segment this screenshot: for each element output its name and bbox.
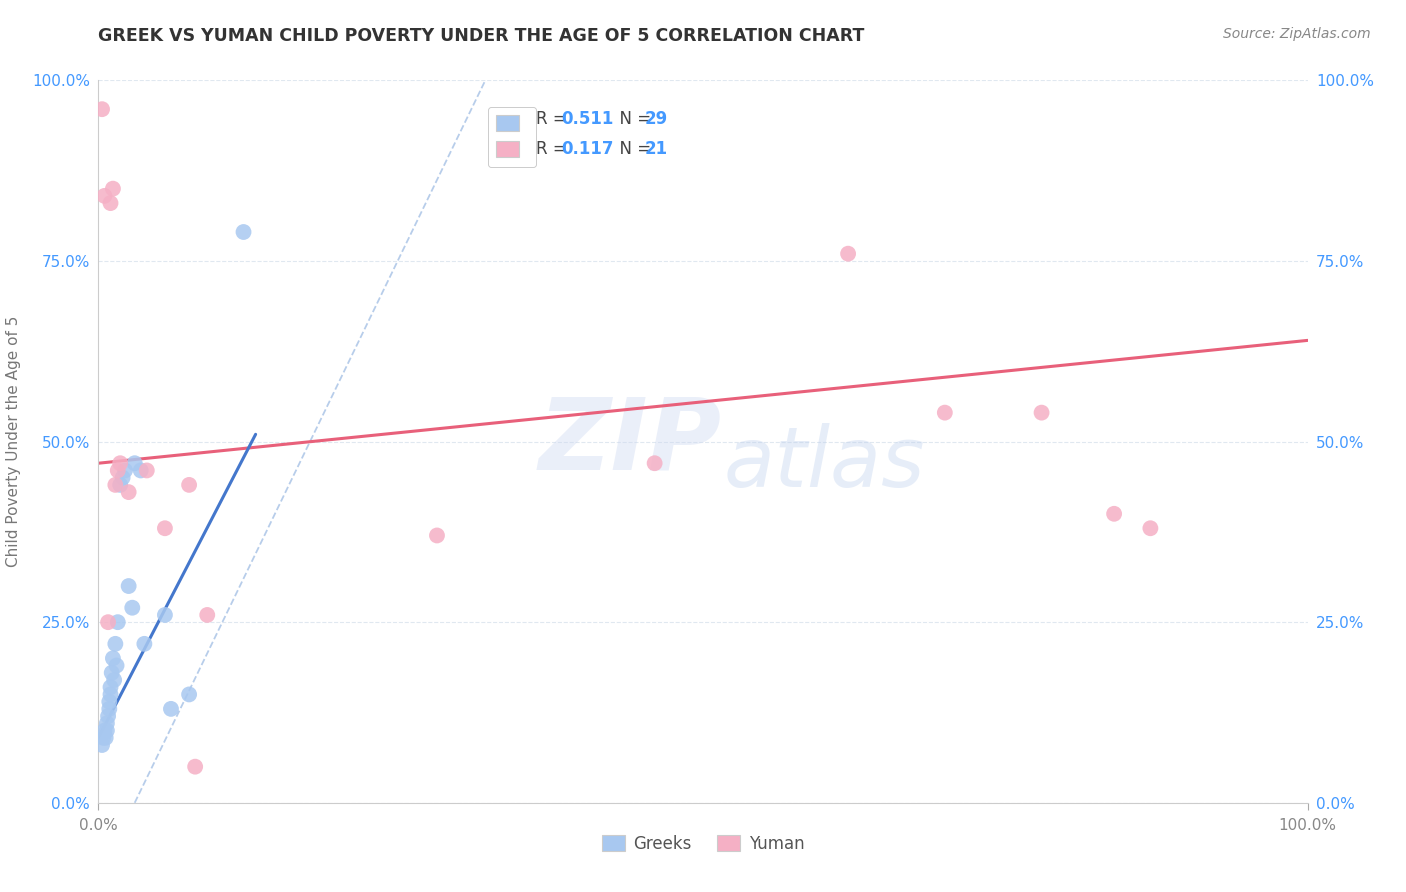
Text: 21: 21 — [645, 140, 668, 158]
Point — [91, 102, 114, 116]
Point — [837, 246, 859, 260]
Point — [93, 723, 115, 738]
Point — [111, 470, 134, 484]
Point — [114, 463, 136, 477]
Point — [97, 709, 120, 723]
Point — [118, 579, 141, 593]
Text: R =: R = — [536, 140, 572, 158]
Point — [153, 607, 176, 622]
Point — [105, 658, 128, 673]
Point — [100, 687, 122, 701]
Text: GREEK VS YUMAN CHILD POVERTY UNDER THE AGE OF 5 CORRELATION CHART: GREEK VS YUMAN CHILD POVERTY UNDER THE A… — [98, 27, 865, 45]
Point — [153, 521, 176, 535]
Text: ZIP: ZIP — [538, 393, 721, 490]
Text: Source: ZipAtlas.com: Source: ZipAtlas.com — [1223, 27, 1371, 41]
Point — [179, 687, 201, 701]
Text: 0.511: 0.511 — [561, 111, 614, 128]
Point — [93, 189, 115, 203]
Point — [100, 680, 122, 694]
Point — [97, 615, 120, 630]
Point — [134, 637, 156, 651]
Point — [103, 673, 125, 687]
Point — [1139, 521, 1161, 535]
Point — [101, 651, 124, 665]
Point — [184, 760, 207, 774]
Text: N =: N = — [609, 111, 657, 128]
Point — [100, 196, 122, 211]
Point — [108, 478, 131, 492]
Point — [644, 456, 666, 470]
Y-axis label: Child Poverty Under the Age of 5: Child Poverty Under the Age of 5 — [6, 316, 21, 567]
Point — [934, 406, 956, 420]
Point — [118, 485, 141, 500]
Point — [96, 716, 118, 731]
Point — [104, 637, 127, 651]
Text: N =: N = — [609, 140, 657, 158]
Point — [104, 478, 127, 492]
Point — [1102, 507, 1125, 521]
Point — [160, 702, 183, 716]
Point — [121, 600, 143, 615]
Point — [91, 731, 114, 745]
Legend: Greeks, Yuman: Greeks, Yuman — [595, 828, 811, 860]
Point — [91, 738, 114, 752]
Point — [94, 731, 117, 745]
Point — [98, 695, 121, 709]
Point — [232, 225, 254, 239]
Point — [107, 615, 129, 630]
Point — [1031, 406, 1053, 420]
Point — [100, 665, 122, 680]
Text: 29: 29 — [645, 111, 668, 128]
Point — [179, 478, 201, 492]
Point — [108, 456, 131, 470]
Point — [107, 463, 129, 477]
Text: R =: R = — [536, 111, 572, 128]
Text: 0.117: 0.117 — [561, 140, 614, 158]
Point — [96, 723, 118, 738]
Point — [195, 607, 218, 622]
Point — [129, 463, 152, 477]
Point — [124, 456, 146, 470]
Point — [101, 182, 124, 196]
Text: atlas: atlas — [723, 423, 925, 504]
Point — [98, 702, 121, 716]
Point — [426, 528, 449, 542]
Point — [135, 463, 157, 477]
